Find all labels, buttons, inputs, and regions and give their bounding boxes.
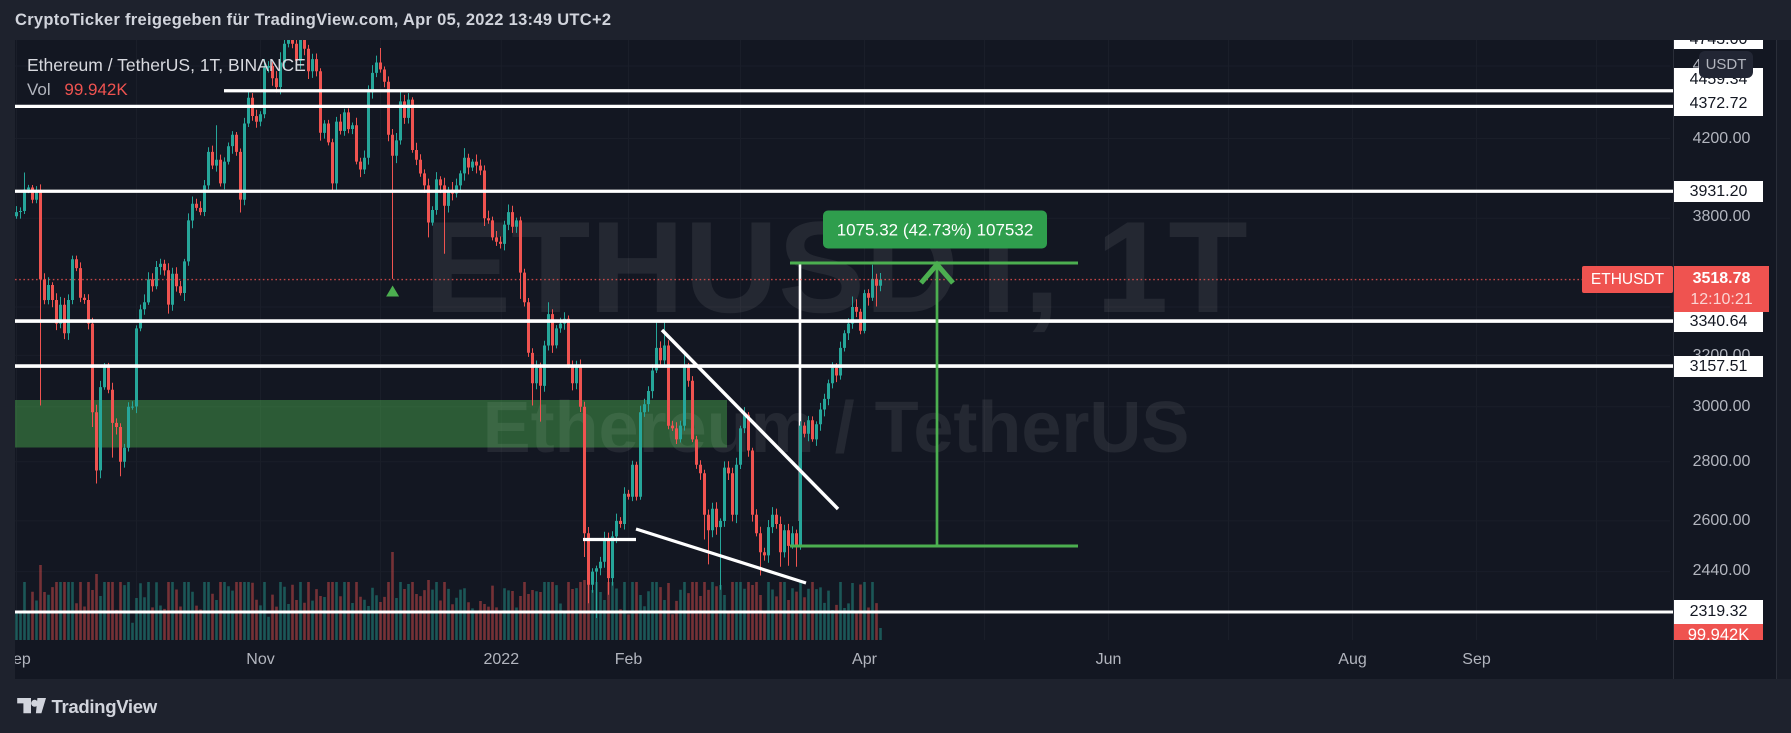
svg-text:1075.32 (42.73%) 107532: 1075.32 (42.73%) 107532 [837,221,1034,240]
svg-text:TradingView: TradingView [52,696,158,717]
svg-text:Ethereum / TetherUS: Ethereum / TetherUS [483,388,1190,468]
